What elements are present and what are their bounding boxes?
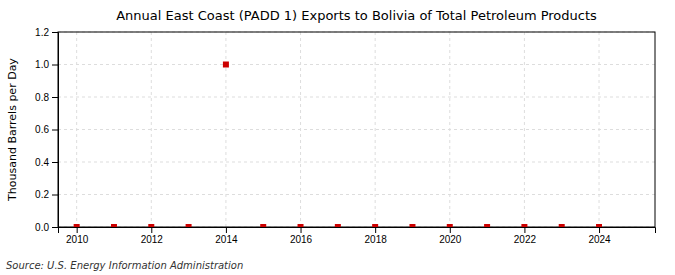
x-axis-tick: 2016 xyxy=(290,227,313,245)
point xyxy=(260,224,266,227)
grid-line-y xyxy=(58,129,655,130)
y-axis-tick: 0.0 xyxy=(35,222,58,233)
y-axis-tick-label: 0.2 xyxy=(35,189,49,200)
y-axis-tick-mark xyxy=(52,97,58,98)
grid-line-y xyxy=(58,194,655,195)
y-axis: 0.0 0.2 0.4 0.6 0.8 1.0 1.2 xyxy=(35,27,58,233)
y-axis-tick-mark xyxy=(52,227,58,228)
x-axis-tick-label: 2020 xyxy=(439,234,462,245)
x-axis-tick-mark xyxy=(599,227,600,233)
x-axis-tick-mark xyxy=(77,227,78,233)
x-axis-tick-label: 2018 xyxy=(365,234,388,245)
y-axis-tick-label: 1.0 xyxy=(35,59,49,70)
y-axis-tick-label: 0.6 xyxy=(35,124,49,135)
y-axis-tick-mark xyxy=(52,162,58,163)
point xyxy=(372,224,378,227)
y-axis-tick-label: 0.4 xyxy=(35,157,49,168)
x-axis-tick: 2020 xyxy=(439,227,462,245)
y-axis-tick-mark xyxy=(52,130,58,131)
x-axis-tick: 2010 xyxy=(66,227,89,245)
grid-line-y xyxy=(58,64,655,65)
y-axis-tick: 0.6 xyxy=(35,124,58,135)
x-axis-tick-label: 2014 xyxy=(215,234,238,245)
x-axis-tick: 2014 xyxy=(215,227,238,245)
x-axis-tick-label: 2010 xyxy=(66,234,89,245)
grid-line-x xyxy=(375,32,376,227)
y-axis-tick-mark xyxy=(52,65,58,66)
x-axis-tick-label: 2022 xyxy=(514,234,537,245)
point xyxy=(596,224,602,227)
point xyxy=(298,224,304,227)
x-axis-tick: 2012 xyxy=(141,227,164,245)
y-axis-tick-label: 0.0 xyxy=(35,222,49,233)
point xyxy=(223,62,229,68)
point xyxy=(186,224,192,227)
point xyxy=(484,224,490,227)
x-axis-tick: 2024 xyxy=(588,227,611,245)
points xyxy=(74,62,602,228)
x-axis-tick-label: 2012 xyxy=(141,234,164,245)
x-axis: 2010 2012 2014 2016 2018 2020 2022 2024 xyxy=(59,227,656,245)
x-axis-tick-mark xyxy=(301,227,302,233)
plot-area: 201020122014201620182020202220240.00.20.… xyxy=(35,27,655,245)
y-axis-title: Thousand Barrels per Day xyxy=(6,58,19,202)
title: Annual East Coast (PADD 1) Exports to Bo… xyxy=(116,8,597,23)
x-axis-line xyxy=(59,228,656,234)
y-axis-tick: 0.8 xyxy=(35,92,58,103)
grid-line-y xyxy=(58,162,655,163)
x-axis-tick-mark xyxy=(226,227,227,233)
x-axis-tick: 2022 xyxy=(514,227,537,245)
point xyxy=(335,224,341,227)
grid xyxy=(58,32,655,227)
point xyxy=(409,224,415,227)
y-axis-tick: 1.0 xyxy=(35,59,58,70)
grid-line-x xyxy=(524,32,525,227)
x-axis-tick: 2018 xyxy=(365,227,388,245)
point xyxy=(148,224,154,227)
y-axis-tick: 1.2 xyxy=(35,27,58,38)
x-axis-tick-label: 2024 xyxy=(588,234,611,245)
point xyxy=(447,224,453,227)
y-axis-tick-mark xyxy=(52,195,58,196)
point xyxy=(74,224,80,227)
x-axis-tick-label: 2016 xyxy=(290,234,313,245)
x-axis-tick-mark xyxy=(524,227,525,233)
y-axis-tick-label: 1.2 xyxy=(35,27,49,38)
point xyxy=(111,224,117,227)
y-axis-tick-mark xyxy=(52,32,58,33)
x-axis-tick-mark xyxy=(151,227,152,233)
point xyxy=(521,224,527,227)
y-axis-tick: 0.4 xyxy=(35,157,58,168)
grid-line-y xyxy=(58,97,655,98)
plot-frame xyxy=(58,32,655,227)
chart: 201020122014201620182020202220240.00.20.… xyxy=(0,0,675,275)
y-axis-line xyxy=(52,33,59,228)
x-axis-tick-mark xyxy=(450,227,451,233)
point xyxy=(559,224,565,227)
x-axis-tick-mark xyxy=(375,227,376,233)
y-axis-tick-label: 0.8 xyxy=(35,92,49,103)
source-note: Source: U.S. Energy Information Administ… xyxy=(6,260,243,271)
y-axis-tick: 0.2 xyxy=(35,189,58,200)
